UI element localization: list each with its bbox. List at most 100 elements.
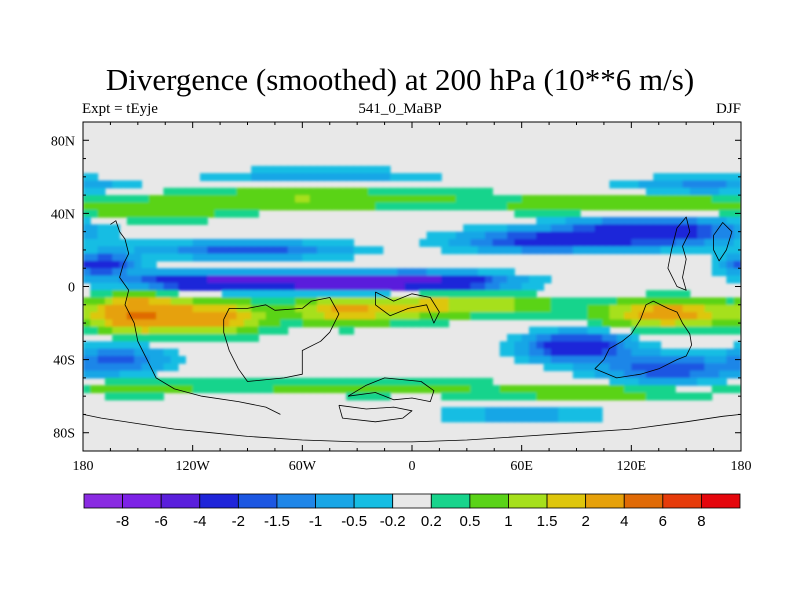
field-cell <box>660 297 669 306</box>
colorbar-box <box>276 493 316 509</box>
field-cell <box>419 377 428 386</box>
field-cell <box>689 392 698 401</box>
field-cell <box>353 392 362 401</box>
colorbar-label: 1.5 <box>537 513 558 530</box>
field-cell <box>390 282 398 291</box>
field-cell <box>602 297 610 306</box>
field-cell <box>477 187 486 196</box>
field-cell <box>134 304 143 313</box>
field-cell <box>192 202 201 211</box>
field-cell <box>280 319 289 328</box>
field-cell <box>258 268 267 277</box>
field-cell <box>360 312 369 320</box>
field-cell <box>199 209 208 218</box>
field-cell <box>141 355 150 364</box>
field-cell <box>587 297 596 306</box>
field-cell <box>324 268 333 277</box>
field-cell <box>624 202 632 211</box>
field-cell <box>236 253 245 262</box>
x-tick-label: 60E <box>510 459 533 474</box>
field-cell <box>419 268 428 277</box>
field-cell <box>602 224 610 233</box>
field-cell <box>221 326 230 335</box>
field-cell <box>83 268 91 277</box>
field-cell <box>448 268 457 277</box>
field-cell <box>638 304 647 313</box>
field-cell <box>704 355 713 364</box>
field-cell <box>550 304 559 313</box>
field-cell <box>704 217 713 225</box>
field-cell <box>463 407 472 416</box>
field-cell <box>711 319 720 328</box>
field-cell <box>609 377 618 386</box>
field-cell <box>697 312 706 320</box>
field-cell <box>587 238 596 247</box>
field-cell <box>616 238 625 247</box>
field-cell <box>397 173 406 182</box>
field-cell <box>448 312 457 320</box>
field-cell <box>156 363 165 372</box>
field-cell <box>207 238 216 247</box>
field-cell <box>499 238 508 247</box>
field-cell <box>514 385 523 394</box>
field-cell <box>265 268 274 277</box>
field-cell <box>485 304 494 313</box>
field-cell <box>404 377 413 386</box>
field-cell <box>316 173 325 182</box>
field-cell <box>572 414 581 423</box>
field-cell <box>112 238 121 247</box>
field-cell <box>514 392 523 401</box>
field-cell <box>251 187 260 196</box>
field-cell <box>528 282 537 291</box>
field-cell <box>90 231 99 240</box>
field-cell <box>550 407 559 416</box>
field-cell <box>119 348 128 357</box>
field-cell <box>485 377 494 386</box>
field-cell <box>733 173 741 182</box>
colorbar-box <box>430 493 471 509</box>
field-cell <box>397 312 406 320</box>
field-cell <box>83 217 91 225</box>
field-cell <box>441 268 450 277</box>
field-cell <box>667 297 676 306</box>
field-cell <box>536 224 545 233</box>
field-cell <box>565 363 574 372</box>
field-cell <box>295 290 303 299</box>
field-cell <box>565 385 574 394</box>
field-cell <box>609 217 618 225</box>
field-cell <box>412 377 420 386</box>
field-cell <box>104 363 113 372</box>
field-cell <box>126 275 135 284</box>
field-cell <box>104 385 113 394</box>
field-cell <box>660 180 669 189</box>
field-cell <box>309 173 318 182</box>
field-cell <box>119 355 128 364</box>
field-cell <box>295 275 303 284</box>
field-cell <box>126 385 135 394</box>
field-cell <box>433 282 442 291</box>
field-cell <box>185 209 194 218</box>
field-cell <box>580 297 589 306</box>
field-cell <box>119 282 128 291</box>
field-cell <box>83 312 91 320</box>
field-cell <box>594 312 603 320</box>
field-cell <box>470 246 479 255</box>
field-cell <box>653 341 662 350</box>
colorbar-box <box>508 493 548 509</box>
field-cell <box>682 377 691 386</box>
field-cell <box>689 238 698 247</box>
field-cell <box>141 304 150 313</box>
field-cell <box>178 238 186 247</box>
field-cell <box>324 165 333 174</box>
field-cell <box>580 312 589 320</box>
field-cell <box>697 224 706 233</box>
field-cell <box>675 377 684 386</box>
field-cell <box>302 253 311 262</box>
field-cell <box>441 202 450 211</box>
field-cell <box>514 297 523 306</box>
field-cell <box>90 173 99 182</box>
field-cell <box>521 275 530 284</box>
field-cell <box>148 268 157 277</box>
field-cell <box>229 385 238 394</box>
field-cell <box>346 187 355 196</box>
